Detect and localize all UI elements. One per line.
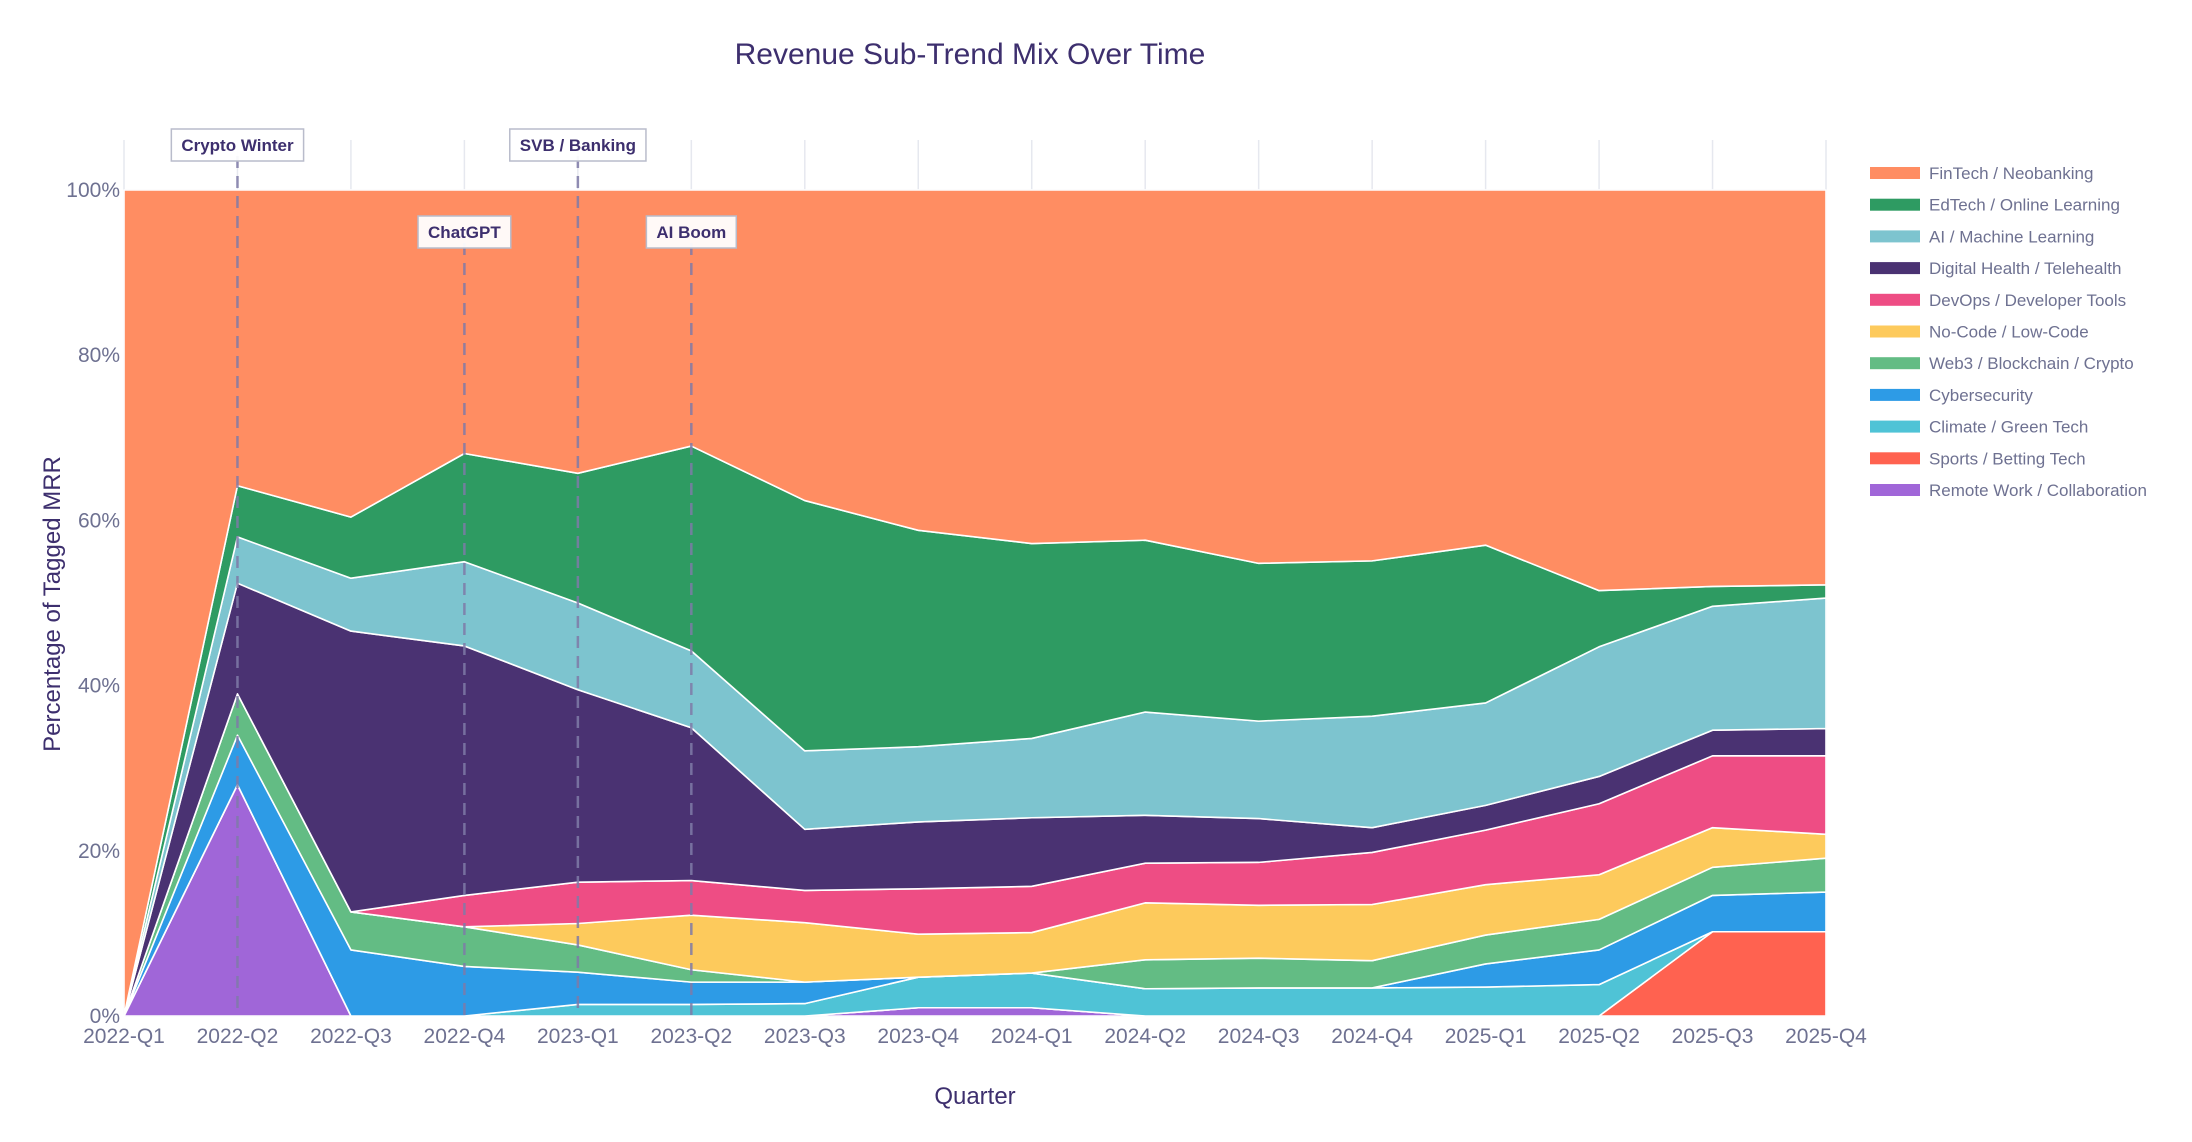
y-axis-title: Percentage of Tagged MRR — [39, 456, 66, 752]
y-tick-label: 100% — [66, 179, 120, 202]
legend-label: Web3 / Blockchain / Crypto — [1929, 354, 2134, 373]
x-tick-label: 2024-Q2 — [1104, 1025, 1186, 1048]
legend-label: Cybersecurity — [1929, 386, 2033, 405]
x-tick-label: 2022-Q3 — [310, 1025, 392, 1048]
legend-item[interactable]: Climate / Green Tech — [1870, 418, 2088, 437]
x-tick-label: 2022-Q2 — [197, 1025, 279, 1048]
legend-item[interactable]: FinTech / Neobanking — [1870, 164, 2093, 183]
x-tick-label: 2022-Q1 — [83, 1025, 165, 1048]
tick-layer: 2022-Q1 2022-Q2 2022-Q3 2022-Q4 2023-Q1 2023-… — [66, 179, 1867, 1048]
legend-item[interactable]: AI / Machine Learning — [1870, 227, 2094, 246]
x-tick-label: 2025-Q1 — [1445, 1025, 1527, 1048]
legend-swatch — [1870, 420, 1920, 433]
x-tick-label: 2024-Q1 — [991, 1025, 1073, 1048]
area-fintech-neobanking[interactable] — [123, 189, 1827, 1017]
legend-swatch — [1870, 262, 1920, 275]
x-axis-title: Quarter — [934, 1083, 1015, 1110]
legend-swatch — [1870, 325, 1920, 338]
x-tick-label: 2022-Q4 — [424, 1025, 506, 1048]
annotation-layer: Crypto Winter ChatGPT SVB / Banking AI Boom — [170, 128, 738, 1016]
legend-label: Digital Health / Telehealth — [1929, 259, 2121, 278]
legend-item[interactable]: Sports / Betting Tech — [1870, 449, 2086, 468]
y-tick-label: 0% — [90, 1005, 120, 1028]
legend-item[interactable]: No-Code / Low-Code — [1870, 323, 2089, 342]
legend-label: DevOps / Developer Tools — [1929, 291, 2126, 310]
legend-item[interactable]: Cybersecurity — [1870, 386, 2033, 405]
legend-label: AI / Machine Learning — [1929, 227, 2094, 246]
legend-swatch — [1870, 230, 1920, 243]
y-tick-label: 20% — [78, 840, 120, 863]
x-tick-label: 2023-Q4 — [877, 1025, 959, 1048]
legend-swatch — [1870, 388, 1920, 401]
legend-label: FinTech / Neobanking — [1929, 164, 2093, 183]
legend-item[interactable]: EdTech / Online Learning — [1870, 196, 2120, 215]
x-tick-label: 2025-Q3 — [1672, 1025, 1754, 1048]
annotation-label: Crypto Winter — [170, 128, 305, 162]
x-tick-label: 2025-Q4 — [1785, 1025, 1867, 1048]
area-layer — [123, 189, 1827, 1017]
legend-label: Remote Work / Collaboration — [1929, 481, 2147, 500]
annotation-box — [645, 215, 738, 249]
x-tick-label: 2024-Q4 — [1331, 1025, 1413, 1048]
legend-swatch — [1870, 484, 1920, 496]
annotation-text: AI Boom — [656, 223, 726, 242]
legend-item[interactable]: Web3 / Blockchain / Crypto — [1870, 354, 2134, 373]
x-tick-label: 2023-Q2 — [650, 1025, 732, 1048]
chart-title: Revenue Sub-Trend Mix Over Time — [735, 38, 1206, 71]
legend-label: Climate / Green Tech — [1929, 418, 2088, 437]
legend: FinTech / Neobanking EdTech / Online Lear… — [1870, 164, 2147, 500]
legend-swatch — [1870, 452, 1920, 465]
y-tick-label: 40% — [78, 675, 120, 698]
legend-label: EdTech / Online Learning — [1929, 196, 2120, 215]
annotation-box — [509, 128, 647, 162]
x-tick-label: 2024-Q3 — [1218, 1025, 1300, 1048]
y-tick-label: 80% — [78, 344, 120, 367]
annotation-text: ChatGPT — [428, 223, 501, 242]
legend-label: Sports / Betting Tech — [1929, 449, 2086, 468]
legend-item[interactable]: DevOps / Developer Tools — [1870, 291, 2126, 310]
x-tick-label: 2023-Q1 — [537, 1025, 619, 1048]
legend-swatch — [1870, 357, 1920, 370]
y-tick-label: 60% — [78, 509, 120, 532]
annotation-label: AI Boom — [645, 215, 738, 249]
legend-label: No-Code / Low-Code — [1929, 323, 2089, 342]
legend-item[interactable]: Digital Health / Telehealth — [1870, 259, 2121, 278]
legend-swatch — [1870, 167, 1920, 179]
annotation-box — [417, 215, 512, 249]
annotation-box — [170, 128, 305, 162]
legend-swatch — [1870, 293, 1920, 306]
x-tick-label: 2023-Q3 — [764, 1025, 846, 1048]
annotation-label: SVB / Banking — [509, 128, 647, 162]
legend-item[interactable]: Remote Work / Collaboration — [1870, 481, 2147, 500]
annotation-label: ChatGPT — [417, 215, 512, 249]
annotation-text: Crypto Winter — [181, 136, 294, 155]
annotation-text: SVB / Banking — [520, 136, 636, 155]
x-tick-label: 2025-Q2 — [1558, 1025, 1640, 1048]
legend-swatch — [1870, 198, 1920, 211]
